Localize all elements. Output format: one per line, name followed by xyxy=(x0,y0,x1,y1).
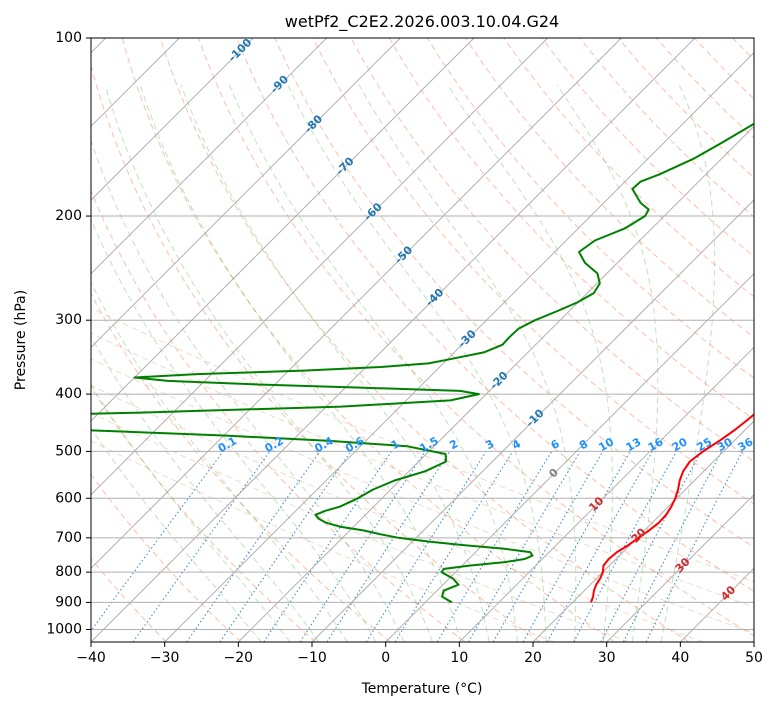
isotherm-line xyxy=(164,51,754,642)
x-tick-label: −10 xyxy=(297,650,327,666)
y-tick-label: 700 xyxy=(55,530,82,546)
dry-adiabat-line xyxy=(236,38,754,592)
moist-adiabat-line xyxy=(104,84,433,642)
moist-adiabat-line xyxy=(91,383,291,642)
x-tick-label: −40 xyxy=(76,650,106,666)
isotherm-line xyxy=(237,125,754,642)
moist-adiabat-line xyxy=(358,84,577,642)
isotherm-line xyxy=(458,346,754,642)
chart-title: wetPf2_C2E2.2026.003.10.04.G24 xyxy=(285,12,559,32)
dry-adiabat-line xyxy=(91,189,466,642)
dry-adiabat-line xyxy=(91,63,541,642)
mixing-ratio-line xyxy=(219,451,352,642)
moist-adiabat-line xyxy=(91,427,262,642)
plot-frame xyxy=(90,37,755,643)
y-axis: 100 200 300 400 500 600 700 800 900 1000 xyxy=(46,30,91,637)
isentrope-line xyxy=(91,358,754,634)
moist-adiabat-line xyxy=(91,139,405,642)
isotherm-line xyxy=(91,38,622,570)
mixing-ratio-line xyxy=(492,451,604,642)
mixing-ratio-line xyxy=(573,451,677,642)
y-tick-label: 800 xyxy=(55,564,82,580)
moist-adiabat-line xyxy=(180,84,490,642)
y-tick-label: 900 xyxy=(55,594,82,610)
x-axis: −40 −30 −20 −10 0 10 20 30 40 50 xyxy=(76,642,763,666)
y-tick-label: 300 xyxy=(55,312,82,328)
mixing-ratio-line xyxy=(132,451,271,642)
dry-adiabat-line xyxy=(198,38,754,637)
moist-adiabat-line xyxy=(660,84,716,642)
y-tick-label: 600 xyxy=(55,490,82,506)
moist-adiabat-line xyxy=(287,84,547,642)
isotherm-line xyxy=(606,493,754,642)
isotherm-line xyxy=(311,199,754,642)
x-tick-label: 10 xyxy=(450,650,468,666)
mixing-ratio-line xyxy=(91,451,224,632)
sounding-profiles xyxy=(91,122,754,604)
dry-adiabat-line xyxy=(91,292,391,642)
dry-adiabat-line xyxy=(426,38,754,379)
temperature-profile-line xyxy=(590,413,754,603)
moist-adiabat-line xyxy=(91,335,320,642)
x-tick-label: 20 xyxy=(524,650,542,666)
moist-adiabat-line xyxy=(228,84,518,642)
y-axis-label: Pressure (hPa) xyxy=(13,290,29,390)
isotherm-line xyxy=(91,38,254,201)
dry-adiabat-line xyxy=(159,38,690,642)
moist-adiabat-line xyxy=(91,218,377,642)
dry-adiabat-line xyxy=(617,38,754,179)
dry-adiabat-line xyxy=(274,38,754,548)
x-tick-label: 0 xyxy=(381,650,390,666)
y-tick-label: 400 xyxy=(55,386,82,402)
mixing-ratio-line xyxy=(394,451,514,642)
moist-adiabat-line xyxy=(91,281,348,642)
isotherm-line xyxy=(91,38,328,275)
x-tick-label: 40 xyxy=(671,650,689,666)
x-tick-label: 30 xyxy=(598,650,616,666)
moist-adiabat-line xyxy=(447,84,613,642)
y-tick-label: 200 xyxy=(55,208,82,224)
isotherm-line xyxy=(91,38,401,349)
isotherm-line xyxy=(91,38,549,496)
isotherm-line xyxy=(385,272,754,642)
y-tick-label: 500 xyxy=(55,443,82,459)
x-tick-label: 50 xyxy=(745,650,763,666)
isotherm-line xyxy=(91,38,475,422)
mixing-ratio-line xyxy=(436,451,553,642)
mixing-ratio-line xyxy=(468,451,581,642)
x-axis-label: Temperature (°C) xyxy=(361,681,483,697)
mixing-ratio-line xyxy=(365,451,487,642)
x-tick-label: −30 xyxy=(150,650,180,666)
dry-adiabat-line xyxy=(388,38,754,421)
y-tick-label: 100 xyxy=(55,30,82,46)
isentrope-line xyxy=(91,307,754,583)
isentrope-line xyxy=(91,332,754,608)
dry-adiabat-line xyxy=(121,38,615,642)
moist-adiabat-line xyxy=(556,84,659,642)
dry-adiabat-line xyxy=(91,385,317,642)
dry-adiabat-line xyxy=(312,38,754,505)
x-tick-label: −20 xyxy=(224,650,254,666)
mixing-ratio-line xyxy=(326,451,451,642)
dewpoint-profile-line xyxy=(91,122,754,604)
mixing-ratio-line xyxy=(522,451,631,642)
y-tick-label: 1000 xyxy=(46,621,82,637)
isotherm-line xyxy=(91,38,696,642)
dry-adiabat-line xyxy=(503,38,754,298)
